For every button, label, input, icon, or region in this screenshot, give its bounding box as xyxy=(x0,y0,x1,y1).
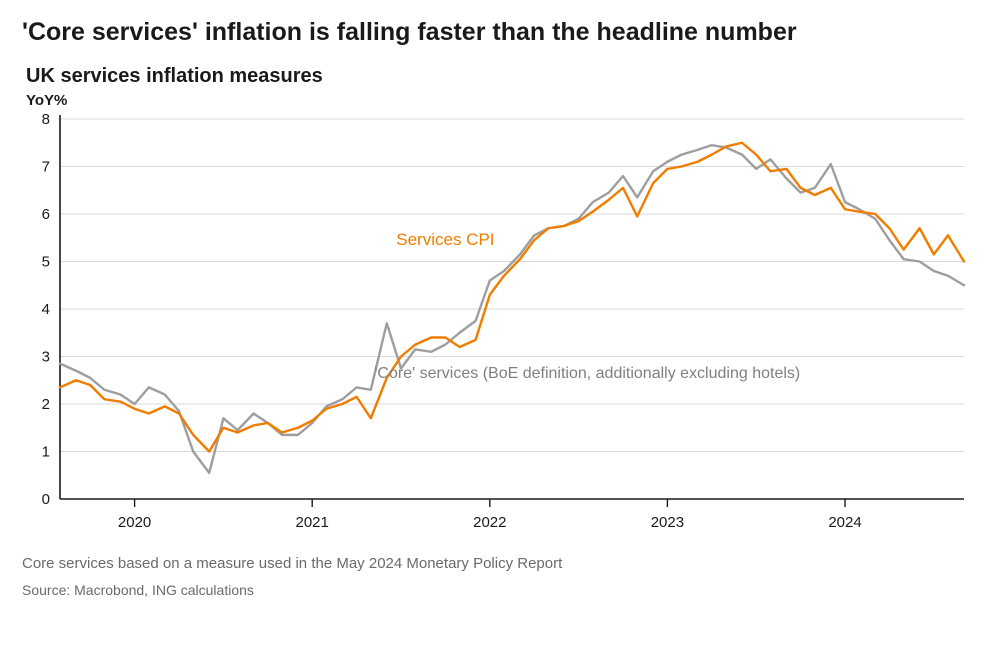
x-tick-label: 2021 xyxy=(296,514,329,531)
series-label: Services CPI xyxy=(396,230,494,249)
x-tick-label: 2024 xyxy=(828,514,861,531)
y-unit-label: YoY% xyxy=(26,92,973,109)
y-tick-label: 3 xyxy=(42,349,50,366)
footnote: Core services based on a measure used in… xyxy=(22,555,973,572)
x-tick-label: 2023 xyxy=(651,514,684,531)
y-tick-label: 4 xyxy=(42,301,50,318)
x-tick-label: 2020 xyxy=(118,514,151,531)
line-chart: 0 1 2 3 4 5 6 7 8 2020 2021 2022 2023 2024 'Core' serv… xyxy=(22,111,970,541)
y-tick-label: 6 xyxy=(42,206,50,223)
series-line xyxy=(60,143,964,452)
source-line: Source: Macrobond, ING calculations xyxy=(22,582,973,598)
y-tick-label: 2 xyxy=(42,396,50,413)
page-root: 'Core services' inflation is falling fas… xyxy=(0,0,995,647)
chart-subtitle: UK services inflation measures xyxy=(26,65,973,88)
y-tick-label: 8 xyxy=(42,111,50,128)
page-title: 'Core services' inflation is falling fas… xyxy=(22,18,973,47)
series-label: 'Core' services (BoE definition, additio… xyxy=(374,365,800,382)
y-tick-label: 0 xyxy=(42,491,50,508)
y-tick-label: 7 xyxy=(42,159,50,176)
y-tick-label: 1 xyxy=(42,444,50,461)
y-tick-label: 5 xyxy=(42,254,50,271)
chart-svg: 0 1 2 3 4 5 6 7 8 2020 2021 2022 2023 2024 'Core' serv… xyxy=(22,111,970,541)
x-tick-label: 2022 xyxy=(473,514,506,531)
